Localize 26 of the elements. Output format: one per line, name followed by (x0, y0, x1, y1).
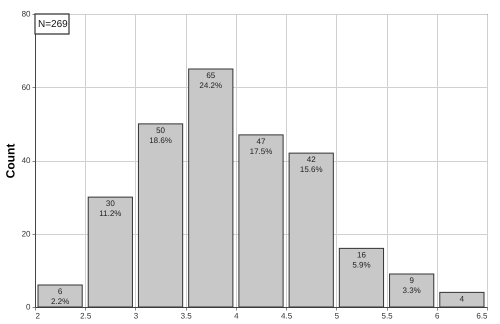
y-tick-label: 20 (22, 229, 32, 238)
x-tick-label: 6.5 (476, 312, 488, 320)
data-label: 16 5.9% (352, 250, 371, 270)
data-label: 9 3.3% (402, 276, 421, 296)
x-tick-label: 4.5 (281, 312, 293, 320)
x-tick-label: 5.5 (381, 312, 394, 320)
data-label: 4 (460, 294, 465, 304)
y-tick-label: 80 (22, 10, 32, 18)
data-label: 65 24.2% (199, 70, 222, 90)
y-tick-label: 40 (22, 156, 32, 165)
data-label: 6 2.2% (50, 287, 70, 306)
data-label: 30 11.2% (99, 199, 122, 218)
y-tick-label: 60 (22, 82, 32, 92)
y-tick-label: 0 (26, 302, 32, 312)
x-tick-label: 2.5 (80, 312, 92, 320)
data-label: 42 15.6% (300, 155, 323, 174)
x-tick-label: 2 (36, 312, 40, 320)
x-tick-label: 6 (435, 312, 440, 320)
data-label: 47 17.5% (250, 136, 272, 156)
annotation: N=269 (38, 19, 68, 30)
x-tick-label: 3 (134, 312, 139, 320)
x-tick-label: 4 (234, 312, 240, 320)
y-axis-title: Count (4, 144, 18, 178)
x-tick-label: 5 (334, 312, 340, 320)
data-label: 50 18.6% (149, 126, 172, 145)
x-tick-label: 3.5 (180, 312, 192, 320)
